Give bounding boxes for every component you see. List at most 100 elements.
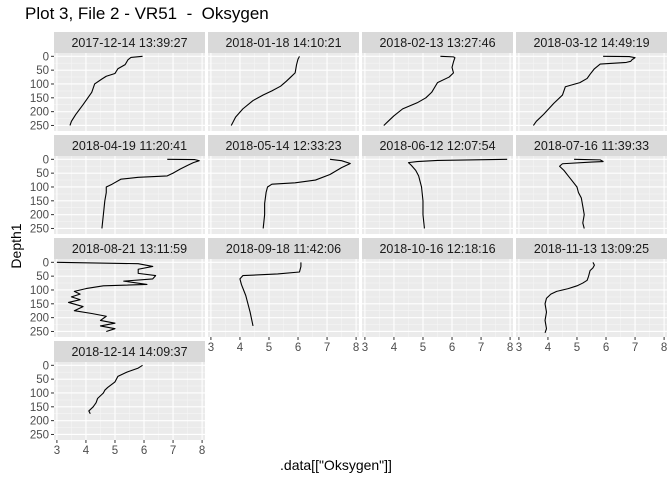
y-tick-label: 100 <box>30 79 49 91</box>
y-tick-label: 250 <box>30 326 49 338</box>
x-tick-label: 6 <box>141 445 147 457</box>
facet-panel: 2018-01-18 14:10:21 <box>208 32 359 131</box>
x-tick-label: 3 <box>54 445 60 457</box>
x-tick-label: 3 <box>362 342 368 354</box>
x-tick-label: 5 <box>266 342 272 354</box>
x-tick-label: 4 <box>237 342 244 354</box>
y-tick-label: 0 <box>43 51 49 63</box>
y-tick-label: 200 <box>30 107 49 119</box>
facet-strip <box>516 135 667 156</box>
facet-strip-label: 2018-06-12 12:07:54 <box>379 139 495 153</box>
x-tick-label: 8 <box>353 342 359 354</box>
oxygen-profile-line <box>407 158 508 229</box>
x-tick-label: 6 <box>603 342 609 354</box>
facet-strip <box>54 238 205 259</box>
oxygen-profile-line <box>230 56 300 126</box>
oxygen-profile-line <box>559 158 604 229</box>
facet-strip <box>516 32 667 53</box>
x-tick-label: 5 <box>574 342 580 354</box>
y-tick-label: 0 <box>43 360 49 372</box>
facet-strip <box>54 32 205 53</box>
y-tick-label: 100 <box>30 388 49 400</box>
facet-strip <box>54 135 205 156</box>
y-tick-label: 150 <box>30 93 49 105</box>
x-tick-label: 7 <box>170 445 176 457</box>
facet-panel: 2018-06-12 12:07:54 <box>362 135 513 234</box>
facet-strip-label: 2018-07-16 11:39:33 <box>534 139 649 153</box>
facet-strip-label: 2018-12-14 14:09:37 <box>71 345 187 359</box>
facet-panel: 2018-10-16 12:18:16 3 4 5 6 7 8 <box>362 238 513 354</box>
x-tick-label: 4 <box>391 342 398 354</box>
facet-strip-label: 2018-09-18 11:42:06 <box>226 242 341 256</box>
y-tick-label: 100 <box>30 285 49 297</box>
facet-strip-label: 2018-01-18 14:10:21 <box>225 36 341 50</box>
x-tick-label: 6 <box>295 342 301 354</box>
x-tick-label: 7 <box>478 342 484 354</box>
y-tick-label: 200 <box>30 313 49 325</box>
oxygen-profile-line <box>88 364 143 414</box>
oxygen-profile-line <box>69 55 143 126</box>
y-tick-label: 50 <box>36 168 49 180</box>
oxygen-profile-line <box>544 262 595 334</box>
facet-strip-label: 2018-05-14 12:33:23 <box>225 139 341 153</box>
x-tick-label: 4 <box>545 342 552 354</box>
facet-strip <box>208 135 359 156</box>
y-tick-label: 50 <box>36 271 49 283</box>
x-tick-label: 5 <box>112 445 118 457</box>
y-tick-label: 250 <box>30 223 49 235</box>
facet-strip <box>516 238 667 259</box>
y-tick-label: 250 <box>30 429 49 441</box>
x-tick-label: 4 <box>83 445 90 457</box>
y-tick-label: 100 <box>30 182 49 194</box>
x-tick-label: 8 <box>507 342 513 354</box>
facet-strip <box>208 238 359 259</box>
oxygen-profile-line <box>101 158 200 229</box>
y-tick-label: 200 <box>30 210 49 222</box>
facet-strip <box>54 341 205 362</box>
x-tick-label: 8 <box>199 445 205 457</box>
x-tick-label: 3 <box>208 342 214 354</box>
facet-panel: 2018-02-13 13:27:46 <box>362 32 513 131</box>
facet-strip-label: 2017-12-14 13:39:27 <box>71 36 187 50</box>
x-tick-label: 6 <box>449 342 455 354</box>
facet-strip <box>362 135 513 156</box>
facet-panel: 2018-09-18 11:42:06 3 4 5 6 7 8 <box>208 238 359 354</box>
oxygen-profile-line <box>383 55 456 126</box>
facet-strip <box>208 32 359 53</box>
oxygen-profile-line <box>239 262 302 327</box>
facet-panel: 2018-03-12 14:49:19 <box>516 32 667 131</box>
y-tick-label: 150 <box>30 299 49 311</box>
y-tick-label: 250 <box>30 120 49 132</box>
y-tick-label: 150 <box>30 196 49 208</box>
facet-panel: 2018-11-13 13:09:25 3 4 5 6 7 8 <box>516 238 667 354</box>
y-tick-label: 0 <box>43 154 49 166</box>
y-tick-label: 50 <box>36 65 49 77</box>
x-tick-label: 7 <box>632 342 638 354</box>
y-tick-label: 50 <box>36 374 49 386</box>
y-tick-label: 0 <box>43 257 49 269</box>
facet-strip-label: 2018-03-12 14:49:19 <box>533 36 649 50</box>
facet-panel: 2018-05-14 12:33:23 <box>208 135 359 234</box>
oxygen-profile-line <box>56 261 157 332</box>
x-axis-label: .data[["Oksygen"]] <box>280 457 392 473</box>
x-tick-label: 7 <box>324 342 330 354</box>
x-tick-label: 5 <box>420 342 426 354</box>
oxygen-profile-line <box>262 158 351 229</box>
facet-strip-label: 2018-04-19 11:20:41 <box>72 139 187 153</box>
x-tick-label: 3 <box>516 342 522 354</box>
oxygen-profile-line <box>532 55 636 126</box>
facet-panel: 2018-07-16 11:39:33 <box>516 135 667 234</box>
facet-strip-label: 2018-02-13 13:27:46 <box>379 36 495 50</box>
facet-strip <box>362 32 513 53</box>
facet-strip-label: 2018-11-13 13:09:25 <box>534 242 649 256</box>
facet-strip-label: 2018-10-16 12:18:16 <box>379 242 495 256</box>
x-tick-label: 8 <box>661 342 667 354</box>
y-tick-label: 200 <box>30 416 49 428</box>
chart-title: Plot 3, File 2 - VR51 - Oksygen <box>25 4 269 23</box>
y-tick-label: 150 <box>30 402 49 414</box>
